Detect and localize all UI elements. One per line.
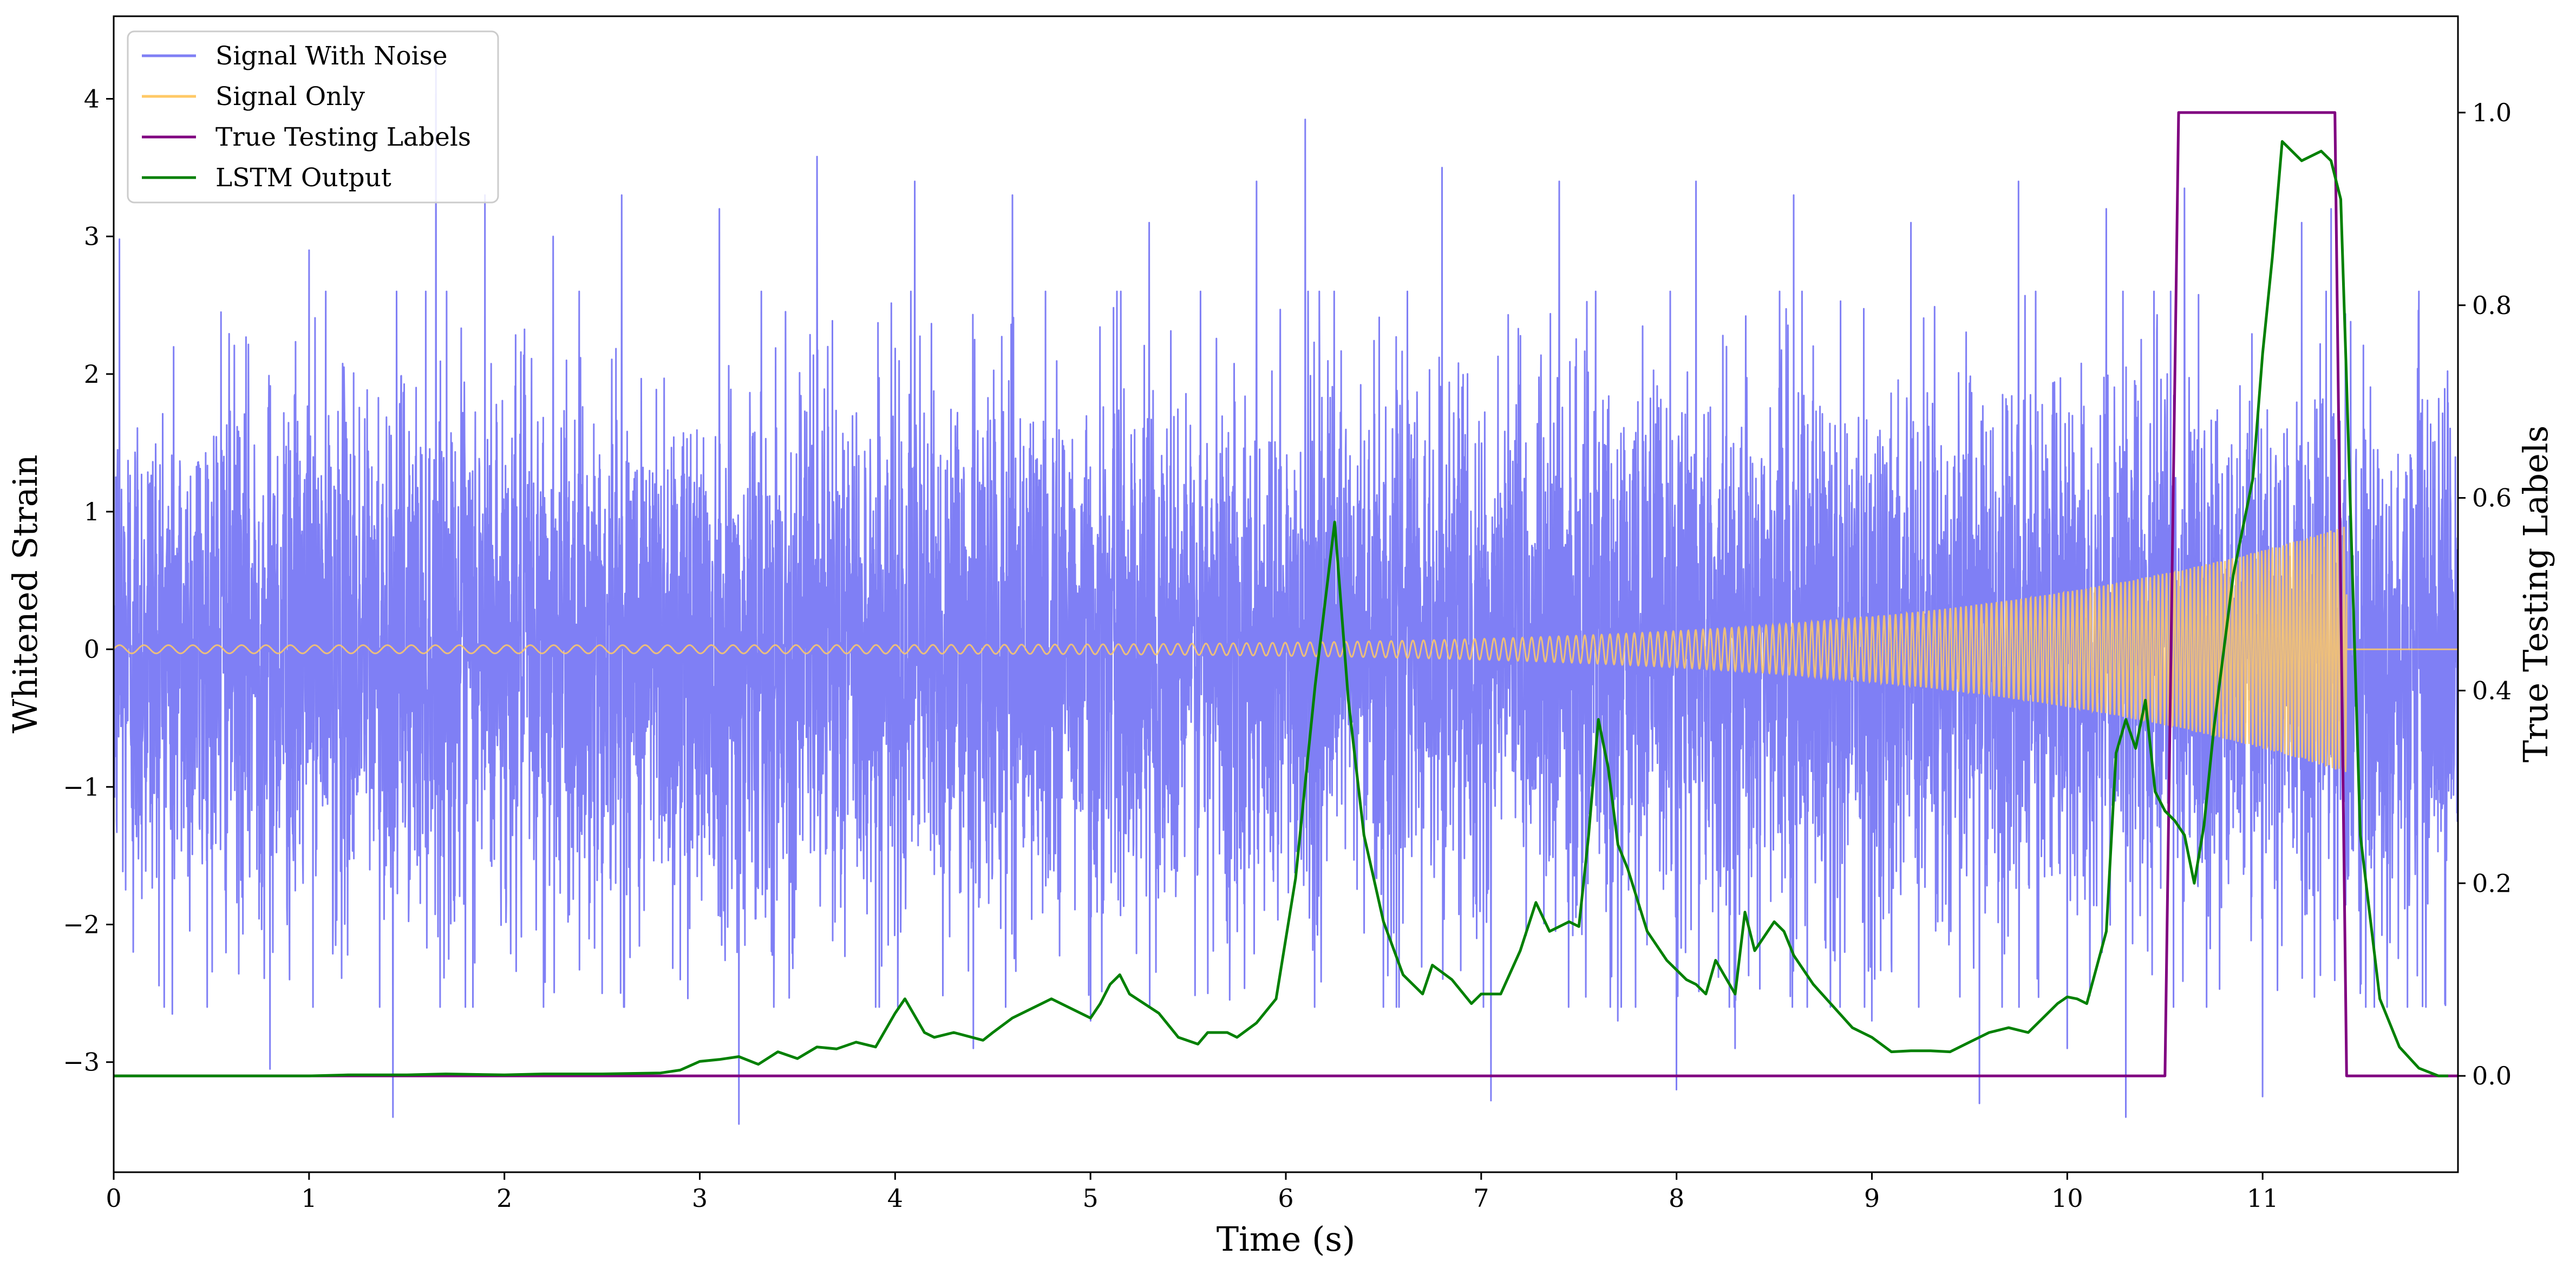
x-tick-label: 5: [1083, 1184, 1099, 1213]
y2-tick-label: 0.6: [2472, 484, 2512, 513]
x-tick-label: 1: [301, 1184, 317, 1213]
y-tick-label: −1: [63, 772, 100, 801]
x-tick-label: 4: [887, 1184, 903, 1213]
x-tick-label: 2: [496, 1184, 512, 1213]
y2-tick-label: 0.4: [2472, 676, 2512, 705]
x-tick-label: 9: [1864, 1184, 1880, 1213]
y-tick-label: 4: [84, 84, 100, 114]
y2-tick-label: 0.2: [2472, 868, 2512, 898]
y2-tick-label: 0.8: [2472, 291, 2512, 320]
legend: Signal With Noise Signal Only True Testi…: [127, 30, 499, 204]
legend-label-true-testing-labels: True Testing Labels: [215, 122, 471, 152]
legend-label-signal-only: Signal Only: [215, 82, 365, 112]
x-tick-label: 10: [2051, 1184, 2083, 1213]
y2-axis-title: True Testing Labels: [2516, 426, 2555, 763]
y-tick-label: 3: [84, 222, 100, 251]
series-signal-only: [114, 526, 2458, 772]
series-true-testing-labels: [114, 111, 2458, 1077]
x-tick-label: 7: [1473, 1184, 1489, 1213]
plot-area: [114, 56, 2458, 1125]
y2-tick-label: 1.0: [2472, 98, 2512, 127]
axes: 0 1 2 3 4 5 6 7 8 9 10 11 −3 −2 −1 0 1 2 3 4 0.0 0.2 0.4 0.6 0.8…: [63, 84, 2512, 1213]
x-tick-label: 3: [692, 1184, 708, 1213]
x-tick-label: 11: [2247, 1184, 2279, 1213]
y-tick-label: −3: [63, 1048, 100, 1077]
y-tick-label: 1: [84, 497, 100, 526]
y-tick-label: 0: [84, 635, 100, 664]
y-tick-label: −2: [63, 910, 100, 939]
x-tick-label: 0: [106, 1184, 121, 1213]
x-axis-title: Time (s): [1217, 1219, 1356, 1259]
y2-tick-label: 0.0: [2472, 1061, 2512, 1090]
series-lstm-output: [114, 140, 2448, 1077]
legend-box: [127, 30, 499, 204]
x-tick-label: 6: [1278, 1184, 1293, 1213]
y-tick-label: 2: [84, 360, 100, 389]
y-axis-title: Whitened Strain: [5, 455, 45, 734]
x-tick-label: 8: [1669, 1184, 1684, 1213]
series-signal-with-noise: [114, 56, 2458, 1125]
legend-label-lstm-output: LSTM Output: [215, 163, 391, 193]
legend-label-signal-with-noise: Signal With Noise: [215, 41, 448, 71]
